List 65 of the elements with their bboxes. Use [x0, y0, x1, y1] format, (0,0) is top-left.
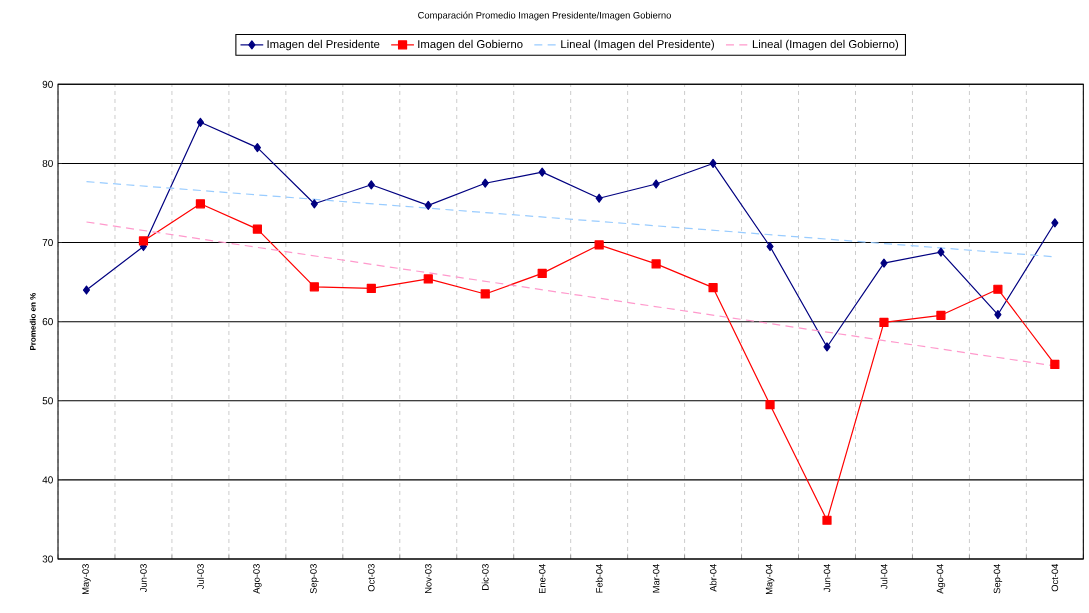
- y-tick-label: 50: [42, 397, 53, 405]
- point: [537, 268, 547, 278]
- y-tick-label: 40: [42, 476, 53, 484]
- legend-label: Lineal (Imagen del Gobierno): [752, 39, 899, 51]
- x-tick-label: Mar-04: [652, 563, 660, 593]
- x-tick-label: Jul-03: [197, 564, 204, 589]
- chart-title: Comparación Promedio Imagen Presidente/Imagen Gobierno: [418, 11, 671, 21]
- x-tick-label: Ago-03: [253, 564, 262, 594]
- point: [765, 400, 775, 410]
- point: [1050, 359, 1060, 369]
- x-tick-label: Jun-04: [823, 563, 831, 593]
- point: [1051, 218, 1059, 228]
- x-tick-label: Sep-04: [993, 563, 1003, 594]
- x-tick-label: Oct-03: [368, 564, 375, 592]
- legend-label: Lineal (Imagen del Presidente): [561, 39, 714, 51]
- point: [651, 259, 661, 269]
- point: [309, 282, 319, 292]
- legend-label: Imagen del Presidente: [267, 39, 380, 51]
- point: [82, 285, 91, 295]
- point: [252, 224, 262, 234]
- point: [481, 178, 489, 188]
- x-tick-label: Abr-04: [709, 563, 717, 592]
- point: [423, 274, 433, 284]
- y-tick-label: 30: [42, 555, 53, 563]
- x-tick-label: May-03: [82, 564, 91, 595]
- y-tick-label: 70: [42, 239, 53, 247]
- point: [709, 158, 717, 169]
- point: [766, 241, 774, 252]
- point: [822, 515, 832, 525]
- x-tick-label: Feb-04: [595, 563, 603, 593]
- point: [195, 199, 206, 209]
- x-tick-label: Sep-03: [310, 564, 319, 594]
- x-tick-label: May-04: [765, 563, 775, 595]
- point: [880, 258, 888, 268]
- point: [993, 284, 1003, 294]
- x-tick-label: Ene-04: [538, 563, 546, 594]
- point: [879, 317, 889, 328]
- point: [253, 143, 261, 153]
- point: [480, 289, 490, 299]
- point: [196, 117, 205, 127]
- y-axis-title: Promedio en %: [29, 292, 36, 351]
- x-tick-label: Dic-03: [481, 564, 489, 590]
- point: [538, 167, 546, 177]
- point: [594, 240, 604, 250]
- y-tick-label: 90: [42, 80, 53, 88]
- point: [936, 310, 946, 320]
- point: [823, 342, 831, 352]
- x-tick-label: Ago-04: [936, 563, 946, 594]
- point: [424, 200, 432, 210]
- point: [595, 193, 603, 203]
- point: [708, 283, 718, 293]
- point: [310, 199, 318, 209]
- x-tick-label: Oct-04: [1051, 563, 1059, 592]
- x-tick-label: Nov-03: [424, 564, 432, 594]
- y-tick-label: 60: [42, 318, 53, 326]
- point: [366, 283, 376, 294]
- y-tick-label: 80: [42, 159, 53, 167]
- point: [367, 180, 375, 190]
- point: [652, 179, 660, 189]
- x-tick-label: Jun-03: [140, 564, 147, 593]
- x-tick-label: Jul-04: [880, 563, 888, 589]
- legend-label: Imagen del Gobierno: [418, 39, 523, 51]
- point: [138, 236, 149, 246]
- point: [937, 247, 945, 257]
- point: [994, 309, 1002, 320]
